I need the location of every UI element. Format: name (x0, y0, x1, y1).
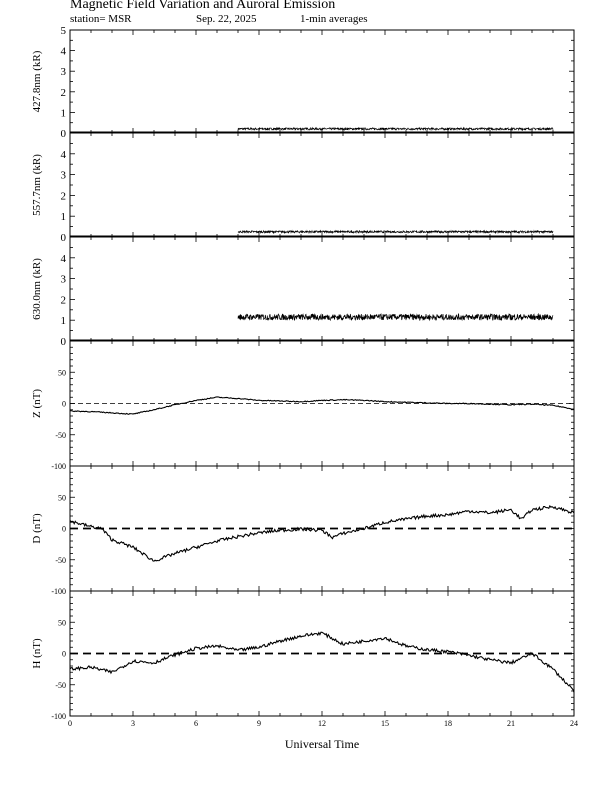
y-tick-label: -50 (55, 681, 66, 690)
y-tick-label: 1 (61, 211, 67, 223)
y-tick-label: -100 (51, 462, 66, 471)
y-tick-label: 2 (61, 87, 67, 99)
y-tick-label: 50 (58, 368, 66, 377)
y-tick-label: -50 (55, 431, 66, 440)
x-tick-label: 9 (257, 719, 261, 728)
y-tick-label: 50 (58, 618, 66, 627)
y-tick-label: 0 (62, 650, 66, 659)
y-tick-label: 4 (61, 253, 67, 265)
x-axis-label: Universal Time (285, 737, 359, 751)
x-tick-label: 6 (194, 719, 198, 728)
y-tick-label: 1 (61, 315, 67, 327)
y-tick-label: 5 (61, 25, 67, 37)
date-label: Sep. 22, 2025 (196, 13, 257, 25)
averaging-label: 1-min averages (300, 13, 368, 25)
y-tick-label: 2 (61, 294, 67, 306)
y-tick-label: 1 (61, 107, 67, 119)
emission-trace (237, 312, 554, 322)
y-tick-label: 3 (61, 170, 67, 182)
x-tick-label: 18 (444, 719, 452, 728)
y-tick-label: 3 (61, 274, 67, 286)
x-tick-label: 3 (131, 719, 135, 728)
y-axis-label: 557.7nm (kR) (31, 154, 43, 216)
y-tick-label: 0 (61, 336, 67, 348)
y-tick-label: -100 (51, 712, 66, 721)
y-tick-label: 0 (61, 128, 67, 140)
panel-frame-0 (69, 29, 575, 134)
emission-trace (237, 126, 554, 132)
station-label: station= MSR (70, 13, 132, 25)
x-tick-label: 0 (68, 719, 72, 728)
y-tick-label: 50 (58, 493, 66, 502)
panel-frame-2 (69, 236, 575, 342)
y-axis-label: 427.8nm (kR) (31, 50, 43, 112)
y-tick-label: -50 (55, 556, 66, 565)
page-title: Magnetic Field Variation and Auroral Emi… (70, 0, 336, 12)
series-line (69, 504, 575, 562)
y-tick-label: 4 (61, 149, 67, 161)
y-tick-label: -100 (51, 587, 66, 596)
series-line (69, 631, 575, 693)
panel-frame-1 (69, 132, 575, 238)
y-tick-label: 0 (62, 400, 66, 409)
x-tick-label: 12 (318, 719, 326, 728)
y-tick-label: 0 (61, 232, 67, 244)
x-tick-label: 24 (570, 719, 578, 728)
y-axis-label: D (nT) (31, 513, 43, 544)
series-line (69, 396, 575, 415)
y-tick-label: 3 (61, 66, 67, 78)
x-tick-label: 21 (507, 719, 515, 728)
y-axis-label: Z (nT) (31, 389, 43, 418)
y-axis-label: 630.0nm (kR) (31, 258, 43, 320)
x-tick-label: 15 (381, 719, 389, 728)
emission-trace (237, 229, 554, 235)
y-tick-label: 2 (61, 190, 67, 202)
y-axis-label: H (nT) (31, 638, 43, 669)
y-tick-label: 4 (61, 46, 67, 58)
y-tick-label: 0 (62, 525, 66, 534)
